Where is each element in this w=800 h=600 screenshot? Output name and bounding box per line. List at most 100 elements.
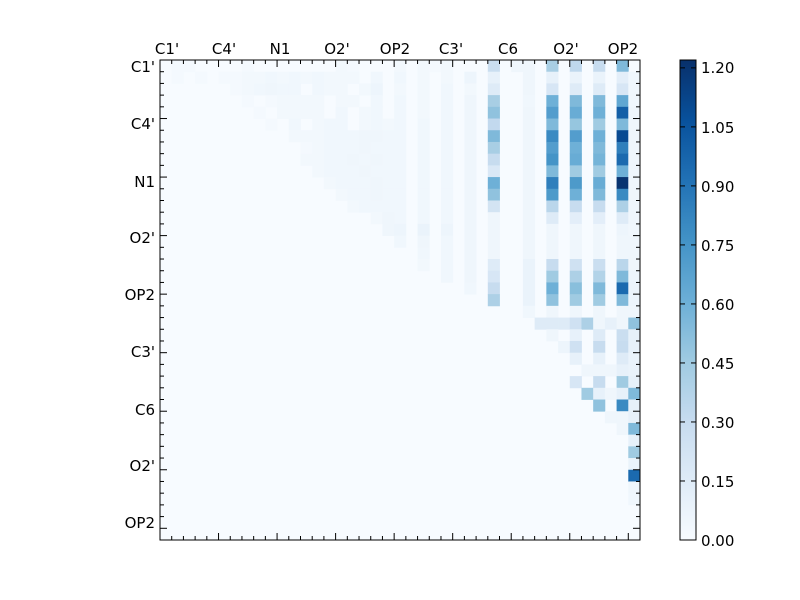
- heatmap-cell: [593, 188, 606, 201]
- heatmap-cell: [394, 141, 407, 155]
- heatmap-cell: [628, 130, 641, 143]
- heatmap-cell: [464, 259, 477, 272]
- heatmap-cell: [569, 305, 582, 318]
- x-tick-label: C6: [498, 40, 518, 58]
- heatmap-cell: [569, 188, 582, 201]
- heatmap-cell: [604, 411, 617, 424]
- heatmap-cell: [522, 305, 536, 318]
- heatmap-cell: [277, 106, 290, 119]
- x-tick-label: O2': [324, 40, 349, 58]
- heatmap-cell: [487, 259, 500, 272]
- heatmap-cell: [370, 165, 383, 178]
- heatmap-cell: [417, 212, 430, 225]
- heatmap-cell: [628, 118, 641, 131]
- y-tick-label: C4': [131, 115, 155, 133]
- heatmap-cell: [569, 259, 582, 272]
- heatmap-cell: [522, 130, 536, 143]
- heatmap-cell: [581, 317, 594, 330]
- heatmap-cell: [312, 106, 325, 119]
- heatmap-cell: [487, 165, 500, 178]
- heatmap-cell: [359, 188, 372, 201]
- heatmap-cell: [616, 188, 629, 201]
- heatmap-cell: [628, 376, 641, 389]
- colorbar-tick-label: 1.20: [701, 59, 734, 77]
- heatmap-cell: [440, 235, 454, 248]
- heatmap-cell: [546, 60, 559, 73]
- x-tick-labels: C1' C4' N1 O2' OP2 C3' C6 O2' OP2: [155, 40, 638, 58]
- colorbar-tick-label: 0.75: [701, 237, 734, 255]
- heatmap-cell: [394, 165, 407, 178]
- heatmap-cell: [616, 399, 629, 412]
- heatmap-cell: [464, 106, 477, 119]
- heatmap-cell: [464, 188, 477, 201]
- heatmap-cell: [546, 118, 559, 131]
- heatmap-cell: [440, 153, 454, 166]
- heatmap-cell: [593, 329, 606, 342]
- heatmap-cell: [628, 188, 641, 201]
- heatmap-cell: [370, 212, 383, 225]
- heatmap-cell: [628, 317, 641, 330]
- colorbar-tick-label: 0.60: [701, 296, 734, 314]
- heatmap-cell: [487, 270, 500, 283]
- colorbar: [679, 59, 697, 541]
- heatmap-cell: [522, 165, 536, 178]
- heatmap-cell: [569, 130, 582, 143]
- heatmap-cell: [253, 83, 266, 96]
- heatmap-cell: [616, 95, 629, 108]
- heatmap-cell: [464, 200, 477, 213]
- heatmap-cell: [593, 118, 606, 131]
- heatmap-cell: [569, 247, 582, 260]
- heatmap-cell: [546, 282, 559, 295]
- heatmap-cell: [593, 165, 606, 178]
- heatmap-cell: [628, 106, 641, 119]
- heatmap-cell: [171, 60, 184, 73]
- heatmap-cell: [440, 106, 454, 119]
- heatmap-cell: [558, 340, 571, 354]
- heatmap-cell: [628, 364, 641, 377]
- heatmap-cell: [417, 200, 430, 213]
- heatmap-cell: [288, 71, 301, 84]
- heatmap-cell: [616, 130, 629, 143]
- heatmap-cell: [558, 317, 571, 330]
- heatmap-cell: [628, 223, 641, 237]
- heatmap-cell: [253, 71, 266, 84]
- heatmap-cell: [593, 282, 606, 295]
- heatmap-cell: [546, 95, 559, 108]
- heatmap-cell: [487, 177, 500, 190]
- heatmap-cell: [394, 83, 407, 96]
- heatmap-cell: [370, 177, 383, 190]
- heatmap-cell: [593, 130, 606, 143]
- heatmap-cell: [616, 247, 629, 260]
- heatmap-cell: [522, 294, 536, 307]
- heatmap-cell: [312, 141, 325, 155]
- heatmap-cell: [487, 60, 500, 73]
- heatmap-cell: [394, 223, 407, 237]
- heatmap-cell: [616, 212, 629, 225]
- heatmap-cell: [604, 317, 617, 330]
- heatmap-cell: [616, 60, 629, 73]
- heatmap-cell: [604, 387, 617, 400]
- heatmap-cell: [265, 118, 278, 131]
- heatmap-cell: [581, 364, 594, 377]
- heatmap-cell: [312, 95, 325, 108]
- heatmap-cell: [616, 106, 629, 119]
- heatmap-cells: [160, 60, 641, 540]
- heatmap-cell: [628, 270, 641, 283]
- heatmap-cell: [616, 177, 629, 190]
- heatmap-cell: [593, 95, 606, 108]
- heatmap-cell: [347, 60, 360, 73]
- heatmap-cell: [522, 141, 536, 155]
- heatmap-cell: [593, 340, 606, 354]
- heatmap-cell: [394, 153, 407, 166]
- heatmap-cell: [464, 118, 477, 131]
- heatmap-cell: [628, 282, 641, 295]
- heatmap-cell: [522, 71, 536, 84]
- heatmap-cell: [628, 153, 641, 166]
- heatmap-cell: [569, 235, 582, 248]
- heatmap-cell: [312, 130, 325, 143]
- heatmap-cell: [440, 200, 454, 213]
- y-tick-label: O2': [130, 229, 155, 247]
- heatmap-cell: [241, 60, 255, 73]
- heatmap-cell: [616, 200, 629, 213]
- heatmap-cell: [628, 141, 641, 155]
